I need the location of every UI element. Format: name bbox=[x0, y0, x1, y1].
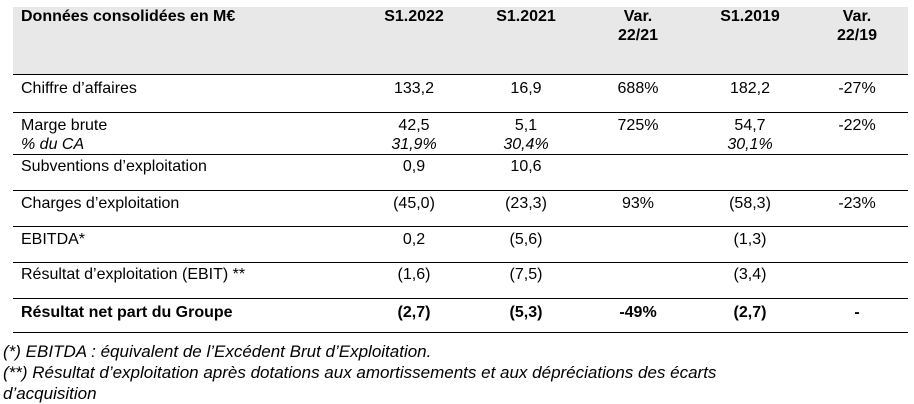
cell-pct: 30,4% bbox=[503, 135, 549, 153]
cell: 54,7 30,1% bbox=[694, 112, 806, 154]
cell bbox=[582, 226, 694, 262]
cell: 133,2 bbox=[393, 79, 435, 97]
cell bbox=[806, 154, 908, 190]
header-s1-2022: S1.2022 bbox=[384, 8, 444, 25]
cell: -23% bbox=[838, 194, 876, 212]
cell: 0,9 bbox=[402, 157, 426, 175]
cell bbox=[694, 154, 806, 190]
cell: -49% bbox=[619, 303, 657, 321]
cell bbox=[806, 226, 908, 262]
table-row: Charges d’exploitation (45,0) (23,3) 93%… bbox=[13, 190, 908, 226]
cell: 16,9 bbox=[510, 79, 542, 97]
cell: 0,2 bbox=[402, 230, 426, 248]
header-var-label: Var. bbox=[623, 8, 653, 25]
table-header: Données consolidées en M€ S1.2022 S1.202… bbox=[13, 7, 908, 74]
cell: (1,3) bbox=[733, 230, 767, 248]
table-row: Résultat d’exploitation (EBIT) ** (1,6) … bbox=[13, 262, 908, 298]
row-label: EBITDA* bbox=[21, 230, 86, 248]
cell-value: 5,1 bbox=[514, 116, 538, 134]
financial-table: Données consolidées en M€ S1.2022 S1.202… bbox=[13, 7, 908, 333]
cell: -22% bbox=[838, 116, 876, 134]
header-var-period: 22/19 bbox=[836, 27, 878, 44]
table-row: Marge brute % du CA 42,5 31,9% 5,1 30,4%… bbox=[13, 112, 908, 154]
cell: 10,6 bbox=[510, 157, 542, 175]
cell: (5,6) bbox=[509, 230, 543, 248]
header-var-22-19: Var. 22/19 bbox=[806, 7, 908, 74]
cell-pct: 30,1% bbox=[727, 135, 773, 153]
row-label-main: Marge brute bbox=[21, 116, 108, 134]
header-row: Données consolidées en M€ S1.2022 S1.202… bbox=[13, 7, 908, 74]
header-var-label: Var. bbox=[842, 8, 872, 25]
cell: (2,7) bbox=[733, 303, 767, 321]
table-row: Résultat net part du Groupe (2,7) (5,3) … bbox=[13, 298, 908, 332]
row-label: Charges d’exploitation bbox=[21, 194, 180, 212]
cell: 725% bbox=[617, 116, 659, 134]
header-label: Données consolidées en M€ bbox=[21, 8, 236, 25]
cell: -27% bbox=[838, 79, 876, 97]
cell: (23,3) bbox=[505, 194, 547, 212]
header-var-period: 22/21 bbox=[617, 27, 659, 44]
footnote-ebit: (**) Résultat d’exploitation après dotat… bbox=[3, 363, 717, 382]
cell bbox=[582, 154, 694, 190]
row-label: Chiffre d’affaires bbox=[21, 79, 137, 97]
header-s1-2021: S1.2021 bbox=[496, 8, 556, 25]
cell: (3,4) bbox=[733, 265, 767, 283]
table-row: Subventions d’exploitation 0,9 10,6 bbox=[13, 154, 908, 190]
cell: 42,5 31,9% bbox=[358, 112, 470, 154]
cell: (45,0) bbox=[393, 194, 435, 212]
table-row: EBITDA* 0,2 (5,6) (1,3) bbox=[13, 226, 908, 262]
cell-value: 42,5 bbox=[398, 116, 430, 134]
cell: 688% bbox=[617, 79, 659, 97]
footnote-ebitda: (*) EBITDA : équivalent de l’Excédent Br… bbox=[3, 342, 432, 361]
cell: (58,3) bbox=[729, 194, 771, 212]
header-s1-2019: S1.2019 bbox=[720, 8, 780, 25]
cell: (7,5) bbox=[509, 265, 543, 283]
cell: (1,6) bbox=[397, 265, 431, 283]
footnotes: (*) EBITDA : équivalent de l’Excédent Br… bbox=[3, 341, 716, 404]
row-label: Résultat net part du Groupe bbox=[21, 303, 233, 321]
cell bbox=[806, 262, 908, 298]
cell-pct: 31,9% bbox=[391, 135, 437, 153]
row-label: Marge brute % du CA bbox=[13, 112, 358, 154]
cell-value: 54,7 bbox=[734, 116, 766, 134]
footnote-ebit-continued: d’acquisition bbox=[3, 384, 97, 403]
row-label: Subventions d’exploitation bbox=[21, 157, 207, 175]
cell: 182,2 bbox=[729, 79, 771, 97]
cell: (2,7) bbox=[397, 303, 431, 321]
table-body: Chiffre d’affaires 133,2 16,9 688% 182,2… bbox=[13, 74, 908, 332]
cell: - bbox=[854, 303, 860, 321]
header-var-22-21: Var. 22/21 bbox=[582, 7, 694, 74]
cell: 93% bbox=[621, 194, 655, 212]
row-label-sub: % du CA bbox=[21, 135, 85, 153]
cell: 5,1 30,4% bbox=[470, 112, 582, 154]
cell bbox=[582, 262, 694, 298]
table-row: Chiffre d’affaires 133,2 16,9 688% 182,2… bbox=[13, 74, 908, 112]
cell: (5,3) bbox=[509, 303, 543, 321]
row-label: Résultat d’exploitation (EBIT) ** bbox=[21, 265, 246, 283]
